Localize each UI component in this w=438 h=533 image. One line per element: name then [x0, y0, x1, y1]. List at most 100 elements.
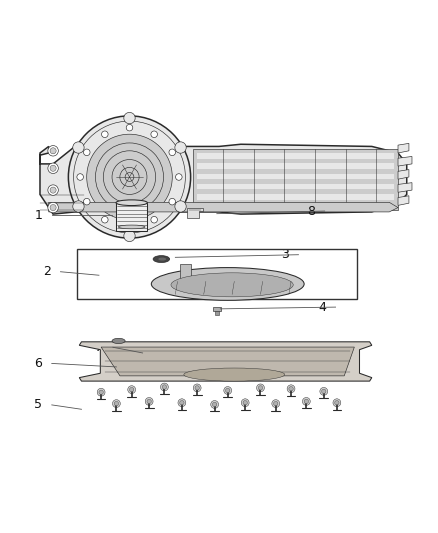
- Circle shape: [50, 148, 56, 154]
- Circle shape: [84, 198, 90, 205]
- Circle shape: [160, 383, 168, 391]
- Polygon shape: [197, 153, 394, 159]
- Circle shape: [175, 142, 186, 153]
- Text: 1: 1: [34, 209, 42, 222]
- Polygon shape: [398, 157, 412, 166]
- Circle shape: [333, 399, 341, 407]
- Polygon shape: [197, 204, 394, 210]
- Text: 6: 6: [34, 357, 42, 370]
- Circle shape: [128, 386, 136, 393]
- Text: 3: 3: [281, 248, 289, 261]
- Circle shape: [50, 165, 56, 171]
- Circle shape: [151, 131, 157, 138]
- Circle shape: [87, 134, 172, 220]
- Circle shape: [176, 174, 182, 180]
- Circle shape: [224, 386, 232, 394]
- Polygon shape: [101, 347, 354, 376]
- Polygon shape: [197, 164, 394, 169]
- Circle shape: [226, 389, 230, 393]
- Circle shape: [178, 399, 186, 407]
- Circle shape: [48, 185, 58, 195]
- Circle shape: [147, 399, 151, 403]
- Circle shape: [151, 216, 157, 223]
- Circle shape: [48, 203, 58, 213]
- Circle shape: [195, 386, 199, 390]
- Circle shape: [241, 399, 249, 407]
- Circle shape: [211, 400, 219, 408]
- Ellipse shape: [118, 225, 145, 229]
- Ellipse shape: [151, 268, 304, 300]
- Circle shape: [304, 399, 308, 403]
- Circle shape: [175, 201, 186, 212]
- Circle shape: [274, 401, 278, 406]
- Circle shape: [97, 389, 105, 396]
- Polygon shape: [398, 196, 409, 205]
- Circle shape: [124, 112, 135, 124]
- Circle shape: [302, 398, 310, 405]
- Circle shape: [126, 124, 133, 131]
- Circle shape: [102, 216, 108, 223]
- Circle shape: [68, 116, 191, 238]
- Circle shape: [113, 400, 120, 408]
- Circle shape: [257, 384, 265, 392]
- Circle shape: [126, 223, 133, 230]
- Polygon shape: [398, 169, 409, 179]
- Circle shape: [289, 386, 293, 391]
- Circle shape: [124, 230, 135, 241]
- Polygon shape: [116, 203, 148, 231]
- Polygon shape: [79, 342, 372, 381]
- Circle shape: [114, 401, 119, 406]
- Circle shape: [180, 400, 184, 405]
- Circle shape: [84, 149, 90, 156]
- Polygon shape: [398, 143, 409, 153]
- Circle shape: [99, 390, 103, 394]
- Circle shape: [73, 142, 84, 153]
- Polygon shape: [213, 307, 221, 311]
- Circle shape: [50, 205, 56, 211]
- Text: 7: 7: [95, 341, 103, 354]
- Ellipse shape: [153, 256, 170, 263]
- Circle shape: [272, 400, 280, 408]
- Polygon shape: [193, 149, 398, 210]
- Circle shape: [73, 201, 84, 212]
- Ellipse shape: [158, 257, 166, 261]
- Polygon shape: [398, 183, 412, 192]
- Polygon shape: [215, 311, 219, 315]
- Polygon shape: [40, 144, 407, 214]
- Circle shape: [243, 400, 247, 405]
- Circle shape: [162, 385, 166, 389]
- Circle shape: [120, 167, 139, 187]
- Circle shape: [335, 400, 339, 405]
- Polygon shape: [49, 203, 398, 212]
- Circle shape: [48, 146, 58, 156]
- Circle shape: [145, 398, 153, 405]
- Text: 2: 2: [43, 265, 51, 278]
- Circle shape: [130, 387, 134, 392]
- Bar: [77, 249, 357, 299]
- Circle shape: [212, 402, 217, 407]
- Circle shape: [77, 174, 83, 180]
- Circle shape: [193, 384, 201, 392]
- Ellipse shape: [171, 273, 293, 297]
- Circle shape: [287, 385, 295, 393]
- Polygon shape: [197, 194, 394, 199]
- Ellipse shape: [116, 200, 148, 206]
- Text: 5: 5: [34, 398, 42, 411]
- Polygon shape: [197, 184, 394, 189]
- Circle shape: [258, 386, 263, 390]
- Circle shape: [169, 198, 176, 205]
- Text: 4: 4: [318, 301, 326, 313]
- Circle shape: [103, 151, 155, 203]
- Circle shape: [102, 131, 108, 138]
- Polygon shape: [187, 208, 203, 217]
- Ellipse shape: [112, 338, 125, 344]
- Circle shape: [320, 387, 328, 395]
- Circle shape: [321, 389, 326, 393]
- Text: 8: 8: [307, 205, 315, 217]
- Circle shape: [48, 163, 58, 174]
- Polygon shape: [197, 174, 394, 179]
- Circle shape: [169, 149, 176, 156]
- Circle shape: [50, 187, 56, 193]
- Polygon shape: [180, 264, 191, 282]
- Ellipse shape: [184, 368, 285, 381]
